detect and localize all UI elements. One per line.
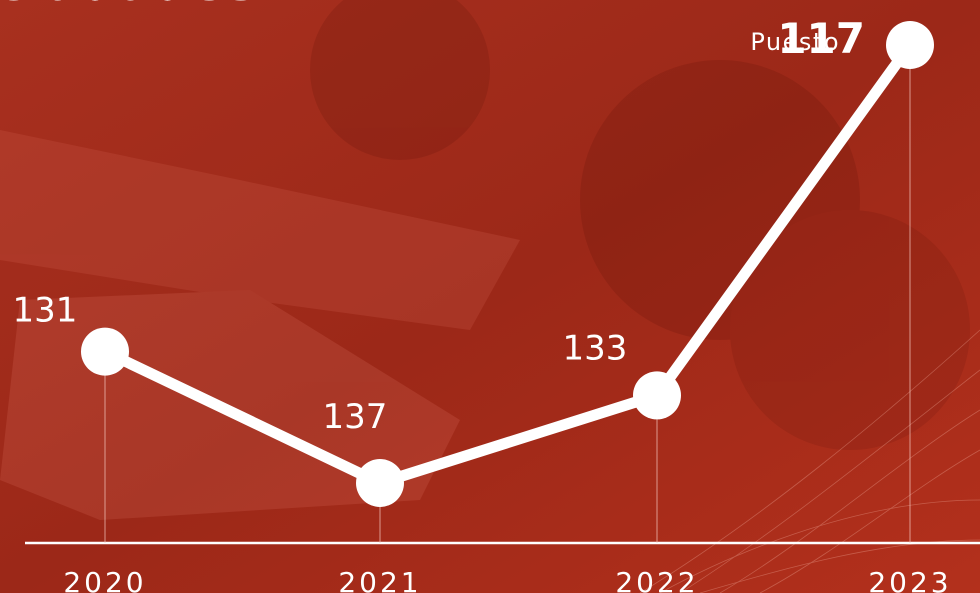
x-tick-label: 2022 [615,566,698,593]
title: ciudades [0,0,256,13]
x-tick-label: 2020 [63,566,146,593]
point [356,459,404,507]
data-label: 137 [323,397,388,437]
data-label: 117 [777,14,865,63]
point [886,21,934,69]
point [633,371,681,420]
data-label: 131 [13,291,78,331]
mesh-decoration [639,329,980,593]
point [81,327,129,376]
data-label: 133 [563,328,628,368]
line [102,41,915,489]
x-tick-label: 2021 [338,566,421,593]
x-tick-label: 2023 [868,566,951,593]
annotation: Puesto [750,28,840,56]
